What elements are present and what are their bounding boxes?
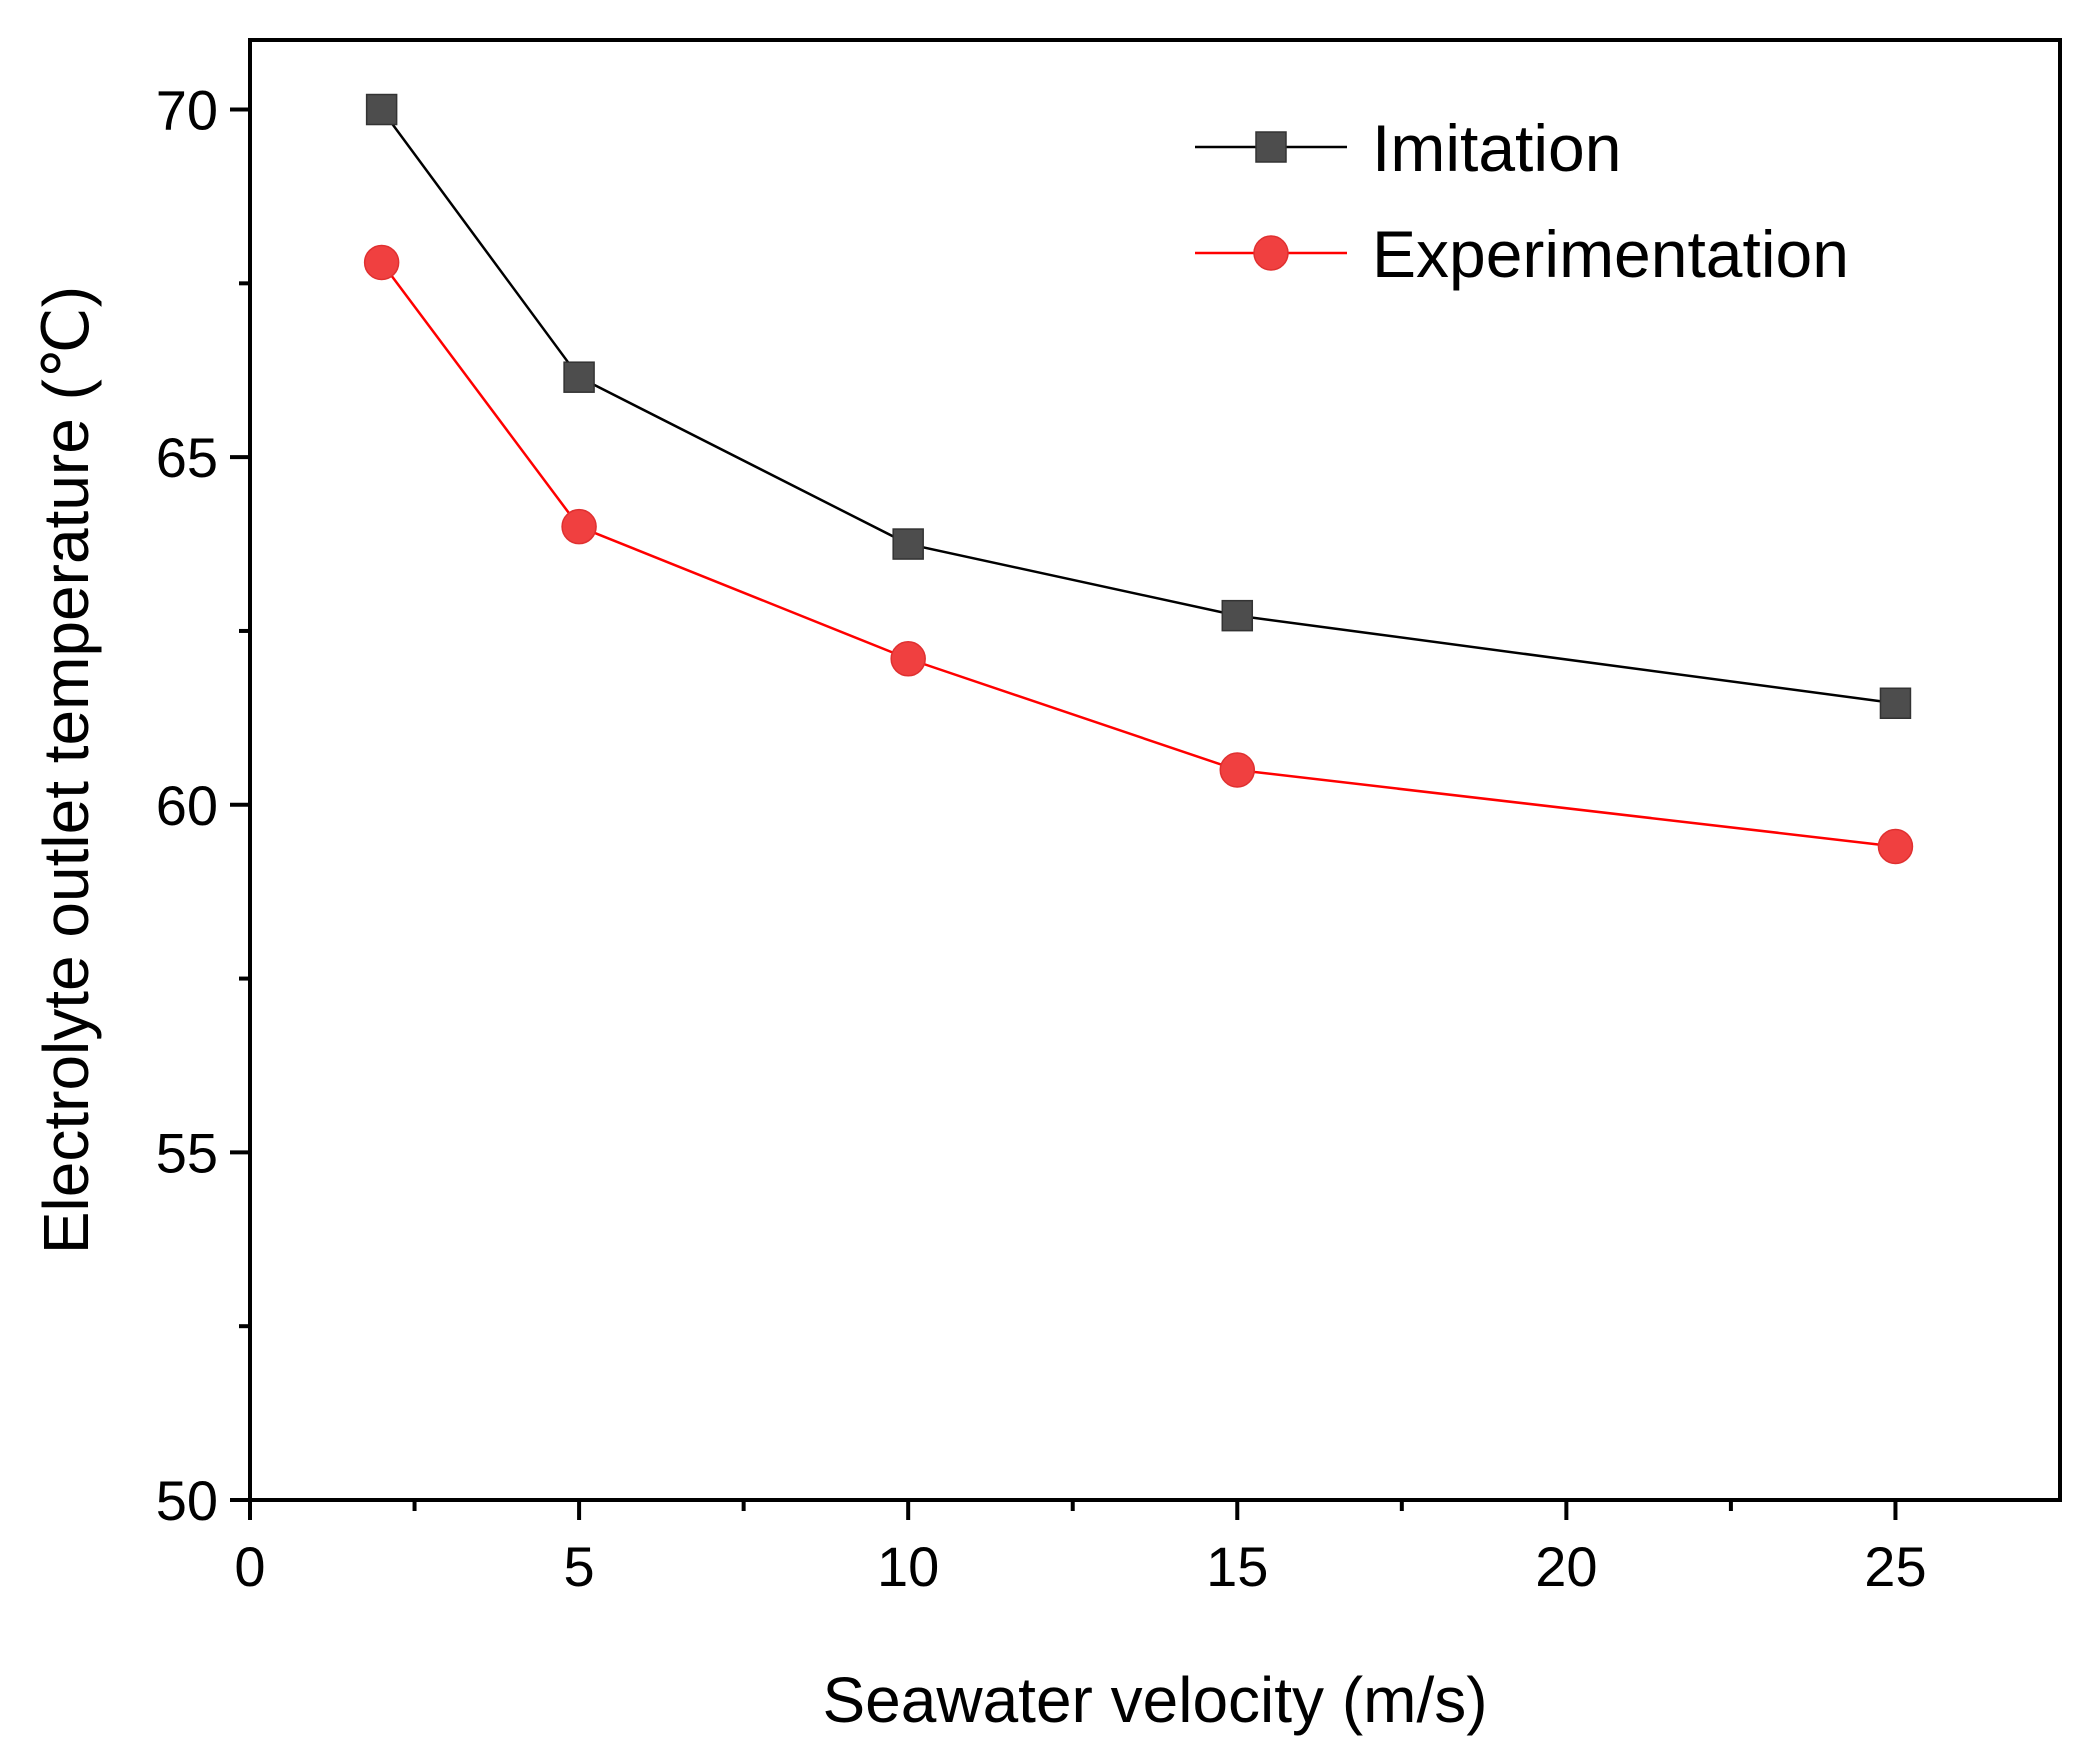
x-tick-label: 15: [1206, 1535, 1268, 1598]
x-tick-label: 25: [1864, 1535, 1926, 1598]
imitation-point: [1221, 599, 1254, 632]
experimentation-point: [1877, 828, 1914, 865]
imitation-legend-label: Imitation: [1372, 111, 1621, 185]
experimentation-line: [380, 261, 1896, 848]
y-tick-label: 50: [156, 1469, 218, 1532]
imitation-line: [380, 108, 1896, 705]
experimentation-point: [890, 641, 926, 677]
x-axis-title: Seawater velocity (m/s): [822, 1664, 1487, 1736]
y-axis-title: Electrolyte outlet temperature (℃): [30, 286, 102, 1254]
experimentation-point: [363, 244, 400, 281]
imitation-point: [365, 93, 398, 126]
experimentation-legend-label: Experimentation: [1372, 217, 1849, 291]
x-tick-label: 5: [564, 1535, 595, 1598]
imitation-legend-marker: [1255, 131, 1287, 163]
y-tick-label: 70: [156, 79, 218, 142]
y-axis-ticks: 50 55 60 65 70: [156, 79, 250, 1532]
experimentation-legend-marker: [1253, 235, 1289, 271]
x-axis-ticks: 0 5 10 15 20 25: [234, 1500, 1927, 1598]
y-tick-label: 65: [156, 426, 218, 489]
series-layer: [363, 93, 1914, 865]
plot-frame: [248, 38, 2062, 1502]
legend: Imitation Experimentation: [1195, 111, 1849, 291]
imitation-point: [563, 361, 595, 393]
experimentation-point: [561, 508, 597, 545]
imitation-point: [892, 528, 924, 560]
x-tick-label: 20: [1535, 1535, 1597, 1598]
y-tick-label: 55: [156, 1121, 218, 1184]
imitation-point: [1879, 687, 1912, 720]
y-tick-label: 60: [156, 774, 218, 837]
x-tick-label: 10: [877, 1535, 939, 1598]
x-tick-label: 0: [234, 1535, 265, 1598]
experimentation-point: [1219, 752, 1256, 788]
